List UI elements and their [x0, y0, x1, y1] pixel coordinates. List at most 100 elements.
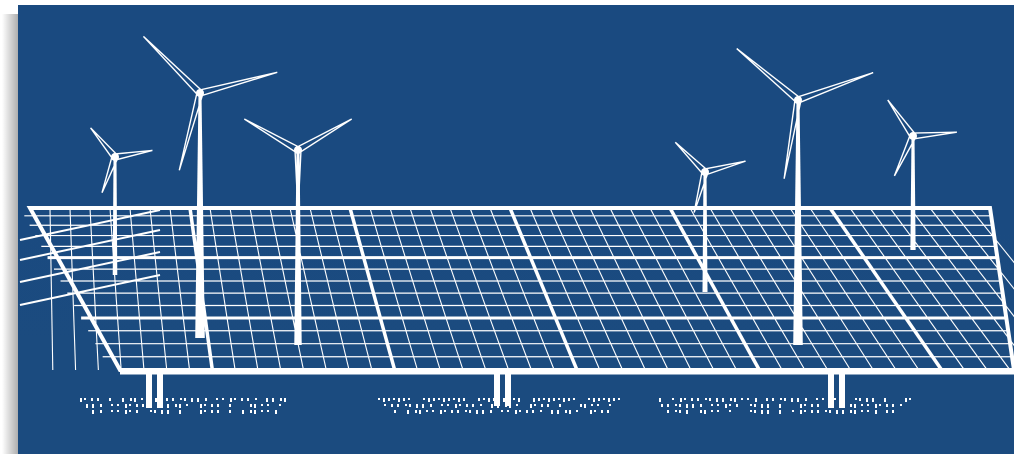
grass-speck	[476, 410, 478, 414]
grass-speck	[513, 398, 515, 400]
grass-speck	[850, 404, 852, 407]
grid-column	[369, 207, 418, 371]
grass-speck	[242, 410, 244, 414]
grass-speck	[501, 410, 503, 412]
grass-speck	[483, 398, 485, 400]
grass-speck	[559, 404, 561, 407]
grid-column	[589, 207, 669, 371]
grass-speck	[661, 404, 663, 407]
grass-speck	[538, 398, 540, 401]
grass-speck	[507, 410, 509, 412]
grass-speck	[117, 404, 119, 406]
grass-speck	[716, 398, 718, 402]
grid-column	[668, 207, 761, 371]
grass-speck	[272, 398, 274, 402]
grass-speck	[179, 404, 181, 408]
grass-speck	[779, 404, 781, 408]
grass-speck	[250, 404, 252, 407]
grass-speck	[184, 398, 186, 401]
tower	[195, 93, 205, 338]
grass-speck	[383, 398, 385, 402]
grid-column	[789, 207, 897, 371]
grass-speck	[761, 404, 763, 408]
grass-speck	[603, 398, 605, 400]
grass-speck	[679, 410, 681, 413]
grass-speck	[241, 398, 243, 401]
grass-speck	[816, 398, 818, 400]
grass-speck	[766, 398, 768, 401]
grass-speck	[469, 410, 471, 413]
grass-speck	[866, 398, 868, 402]
grass-speck	[416, 404, 418, 408]
grid-column	[849, 207, 965, 371]
grass-speck	[800, 404, 802, 408]
grid-column	[469, 207, 532, 371]
grass-speck	[741, 398, 743, 400]
grass-speck	[433, 398, 435, 401]
grass-speck	[458, 398, 460, 402]
grass-speck	[841, 398, 843, 401]
grass-speck	[204, 410, 206, 412]
grass-speck	[508, 398, 510, 401]
grass-speck	[875, 410, 877, 414]
grass-speck	[534, 404, 536, 406]
grid-column	[629, 207, 715, 371]
support-post	[828, 370, 834, 408]
grass-speck	[705, 398, 707, 400]
grass-speck	[254, 410, 256, 414]
grass-speck	[772, 398, 774, 401]
grass-speck	[607, 410, 609, 413]
grass-speck	[584, 404, 586, 408]
grass-speck	[779, 410, 781, 414]
grass-speck	[407, 410, 409, 414]
grass-speck	[217, 410, 219, 413]
grass-speck	[892, 404, 894, 407]
grass-speck	[86, 404, 88, 408]
grass-speck	[597, 404, 599, 406]
grass-speck	[675, 410, 677, 412]
grass-speck	[150, 404, 152, 406]
grass-speck	[905, 398, 907, 402]
grass-speck	[378, 398, 380, 400]
grass-speck	[136, 410, 138, 413]
grid-row	[19, 209, 161, 241]
grass-speck	[811, 404, 813, 407]
grass-speck	[480, 404, 482, 406]
grass-speck	[234, 398, 236, 400]
grid-column	[869, 207, 988, 371]
grass-speck	[767, 404, 769, 408]
hub	[111, 153, 119, 161]
grass-speck	[717, 410, 719, 412]
grass-speck	[557, 410, 559, 414]
grass-speck	[147, 398, 149, 400]
grass-speck	[159, 398, 161, 400]
hub	[909, 132, 917, 140]
grass-speck	[861, 404, 863, 406]
grass-speck	[518, 398, 520, 402]
grass-speck	[109, 398, 111, 401]
grass-speck	[129, 404, 131, 406]
grass-speck	[717, 404, 719, 406]
grass-speck	[805, 398, 807, 401]
grass-speck	[448, 398, 450, 401]
grass-speck	[84, 398, 86, 400]
grass-speck	[261, 410, 263, 412]
grass-speck	[618, 398, 620, 400]
grass-speck	[679, 404, 681, 407]
grass-speck	[736, 404, 738, 407]
grass-speck	[755, 398, 757, 402]
grass-speck	[432, 410, 434, 412]
grass-speck	[117, 410, 119, 412]
grass-speck	[488, 398, 490, 402]
grass-speck	[197, 398, 199, 402]
grass-speck	[886, 410, 888, 413]
grass-speck	[872, 398, 874, 402]
grass-speck	[229, 410, 231, 413]
grid-column	[149, 207, 168, 371]
grid-column	[49, 207, 54, 371]
grass-speck	[791, 398, 793, 402]
grass-speck	[459, 404, 461, 406]
grass-speck	[709, 398, 711, 401]
grass-speck	[447, 404, 449, 406]
grass-speck	[547, 404, 549, 407]
